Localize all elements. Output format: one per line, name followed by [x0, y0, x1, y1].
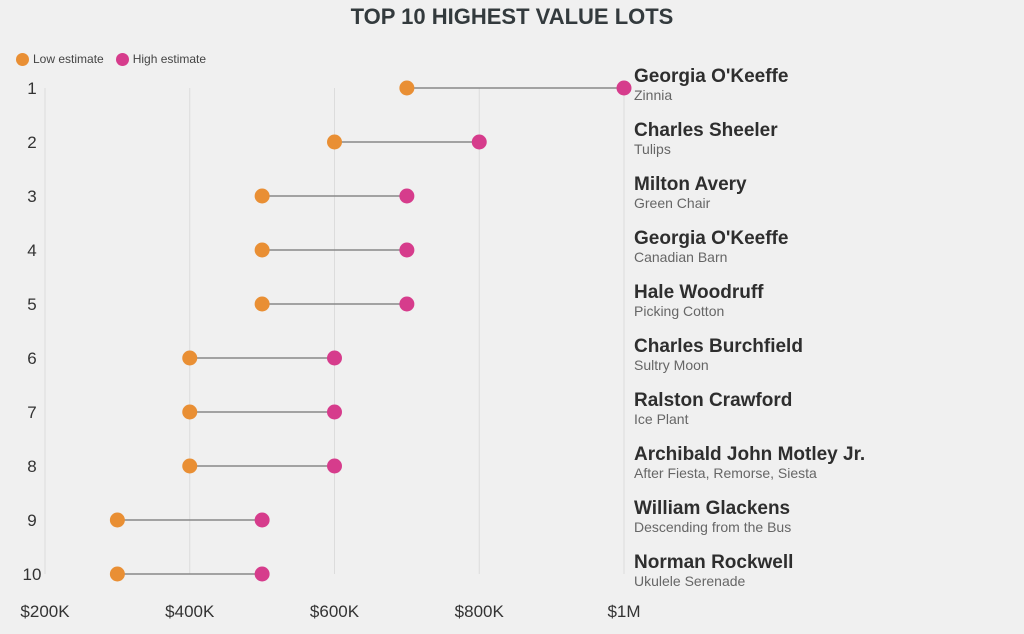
- artist-label: Ralston Crawford: [634, 390, 792, 411]
- artist-label: Archibald John Motley Jr.: [634, 444, 865, 465]
- legend-item-high: High estimate: [115, 52, 207, 66]
- high-estimate-point: [327, 458, 342, 474]
- x-tick-label: $800K: [455, 602, 505, 621]
- high-estimate-point: [254, 566, 270, 582]
- rank-label: 10: [23, 565, 42, 584]
- legend-item-low: Low estimate: [16, 52, 104, 66]
- artist-label: Milton Avery: [634, 174, 747, 195]
- legend-label-low: Low estimate: [33, 52, 104, 66]
- low-estimate-point: [399, 80, 415, 96]
- legend-swatch-low: [16, 52, 29, 66]
- low-estimate-point: [182, 404, 198, 420]
- high-estimate-point: [471, 134, 487, 150]
- low-estimate-point: [182, 350, 198, 366]
- rank-label: 4: [27, 241, 36, 260]
- artwork-label: Picking Cotton: [634, 303, 724, 319]
- rank-label: 8: [27, 457, 36, 476]
- x-tick-label: $400K: [165, 602, 215, 621]
- artwork-label: Canadian Barn: [634, 249, 727, 265]
- artwork-label: After Fiesta, Remorse, Siesta: [634, 465, 817, 481]
- rank-label: 2: [27, 133, 36, 152]
- low-estimate-point: [327, 134, 342, 150]
- rank-label: 3: [27, 187, 36, 206]
- high-estimate-point: [399, 242, 415, 258]
- artist-label: Georgia O'Keeffe: [634, 66, 788, 87]
- x-tick-label: $1M: [607, 602, 640, 621]
- x-tick-label: $200K: [20, 602, 70, 621]
- high-estimate-point: [327, 404, 342, 420]
- high-estimate-point: [327, 350, 342, 366]
- low-estimate-point: [109, 512, 125, 528]
- artwork-label: Zinnia: [634, 87, 672, 103]
- artwork-label: Sultry Moon: [634, 357, 709, 373]
- artwork-label: Tulips: [634, 141, 671, 157]
- artwork-label: Ukulele Serenade: [634, 573, 746, 589]
- low-estimate-point: [254, 188, 270, 204]
- legend-swatch-high: [115, 52, 129, 66]
- rank-label: 6: [27, 349, 36, 368]
- artist-label: Charles Sheeler: [634, 120, 778, 141]
- artist-label: Georgia O'Keeffe: [634, 228, 788, 249]
- artwork-label: Green Chair: [634, 195, 711, 211]
- x-tick-label: $600K: [310, 602, 360, 621]
- artwork-label: Ice Plant: [634, 411, 689, 427]
- high-estimate-point: [399, 296, 415, 312]
- low-estimate-point: [254, 296, 270, 312]
- high-estimate-point: [616, 80, 632, 96]
- artist-label: William Glackens: [634, 498, 790, 519]
- artist-label: Hale Woodruff: [634, 282, 764, 303]
- rank-label: 7: [27, 403, 36, 422]
- rank-label: 1: [27, 79, 36, 98]
- artist-label: Norman Rockwell: [634, 552, 793, 573]
- artwork-label: Descending from the Bus: [634, 519, 791, 535]
- high-estimate-point: [254, 512, 270, 528]
- legend: Low estimate High estimate: [16, 52, 218, 66]
- low-estimate-point: [254, 242, 270, 258]
- rank-label: 5: [27, 295, 36, 314]
- low-estimate-point: [182, 458, 198, 474]
- artist-label: Charles Burchfield: [634, 336, 803, 357]
- rank-label: 9: [27, 511, 36, 530]
- high-estimate-point: [399, 188, 415, 204]
- chart-title: TOP 10 HIGHEST VALUE LOTS: [350, 4, 674, 29]
- legend-label-high: High estimate: [132, 52, 207, 66]
- low-estimate-point: [109, 566, 125, 582]
